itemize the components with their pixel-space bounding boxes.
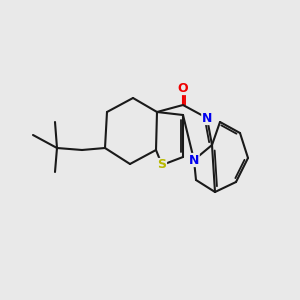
Text: N: N <box>189 154 199 166</box>
Text: O: O <box>178 82 188 94</box>
Text: N: N <box>202 112 212 124</box>
Text: S: S <box>158 158 166 172</box>
